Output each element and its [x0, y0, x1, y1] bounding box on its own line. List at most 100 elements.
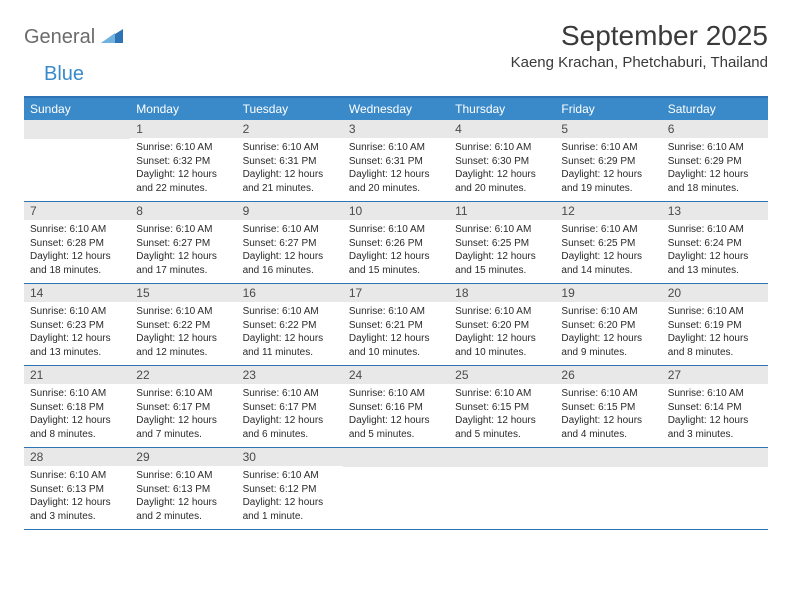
week-row: 28Sunrise: 6:10 AMSunset: 6:13 PMDayligh…: [24, 448, 768, 530]
calendar-cell: 11Sunrise: 6:10 AMSunset: 6:25 PMDayligh…: [449, 202, 555, 283]
calendar-cell: 13Sunrise: 6:10 AMSunset: 6:24 PMDayligh…: [662, 202, 768, 283]
empty-date-bar: [343, 448, 449, 467]
day-details: Sunrise: 6:10 AMSunset: 6:14 PMDaylight:…: [662, 384, 768, 447]
calendar-cell: 20Sunrise: 6:10 AMSunset: 6:19 PMDayligh…: [662, 284, 768, 365]
date-number: 23: [237, 366, 343, 384]
sunrise-text: Sunrise: 6:10 AM: [668, 387, 762, 401]
sunset-text: Sunset: 6:17 PM: [243, 401, 337, 415]
day-header-mon: Monday: [130, 98, 236, 120]
daylight-text: Daylight: 12 hours and 20 minutes.: [455, 168, 549, 195]
sunset-text: Sunset: 6:26 PM: [349, 237, 443, 251]
brand-text-general: General: [24, 26, 95, 49]
empty-date-bar: [662, 448, 768, 467]
date-number: 4: [449, 120, 555, 138]
sunrise-text: Sunrise: 6:10 AM: [136, 141, 230, 155]
sunrise-text: Sunrise: 6:10 AM: [243, 305, 337, 319]
date-number: 8: [130, 202, 236, 220]
sunset-text: Sunset: 6:24 PM: [668, 237, 762, 251]
sunset-text: Sunset: 6:15 PM: [561, 401, 655, 415]
date-number: 7: [24, 202, 130, 220]
daylight-text: Daylight: 12 hours and 19 minutes.: [561, 168, 655, 195]
day-header-sun: Sunday: [24, 98, 130, 120]
daylight-text: Daylight: 12 hours and 11 minutes.: [243, 332, 337, 359]
sunset-text: Sunset: 6:30 PM: [455, 155, 549, 169]
sunrise-text: Sunrise: 6:10 AM: [136, 305, 230, 319]
sunrise-text: Sunrise: 6:10 AM: [349, 223, 443, 237]
sunset-text: Sunset: 6:29 PM: [561, 155, 655, 169]
day-details: Sunrise: 6:10 AMSunset: 6:31 PMDaylight:…: [343, 138, 449, 201]
date-number: 3: [343, 120, 449, 138]
sunset-text: Sunset: 6:27 PM: [136, 237, 230, 251]
day-header-sat: Saturday: [662, 98, 768, 120]
date-number: 9: [237, 202, 343, 220]
day-details: Sunrise: 6:10 AMSunset: 6:32 PMDaylight:…: [130, 138, 236, 201]
empty-date-bar: [24, 120, 130, 139]
date-number: 22: [130, 366, 236, 384]
date-number: 21: [24, 366, 130, 384]
calendar-grid: Sunday Monday Tuesday Wednesday Thursday…: [24, 96, 768, 530]
calendar-cell: 29Sunrise: 6:10 AMSunset: 6:13 PMDayligh…: [130, 448, 236, 529]
daylight-text: Daylight: 12 hours and 8 minutes.: [30, 414, 124, 441]
day-details: Sunrise: 6:10 AMSunset: 6:18 PMDaylight:…: [24, 384, 130, 447]
calendar-cell: 28Sunrise: 6:10 AMSunset: 6:13 PMDayligh…: [24, 448, 130, 529]
day-details: Sunrise: 6:10 AMSunset: 6:27 PMDaylight:…: [237, 220, 343, 283]
brand-text-blue: Blue: [44, 63, 84, 86]
sunset-text: Sunset: 6:22 PM: [243, 319, 337, 333]
sunrise-text: Sunrise: 6:10 AM: [243, 469, 337, 483]
calendar-cell: 26Sunrise: 6:10 AMSunset: 6:15 PMDayligh…: [555, 366, 661, 447]
day-header-thu: Thursday: [449, 98, 555, 120]
day-details: Sunrise: 6:10 AMSunset: 6:13 PMDaylight:…: [24, 466, 130, 529]
sunrise-text: Sunrise: 6:10 AM: [349, 141, 443, 155]
daylight-text: Daylight: 12 hours and 9 minutes.: [561, 332, 655, 359]
sunset-text: Sunset: 6:15 PM: [455, 401, 549, 415]
calendar-cell: [24, 120, 130, 201]
day-details: Sunrise: 6:10 AMSunset: 6:27 PMDaylight:…: [130, 220, 236, 283]
daylight-text: Daylight: 12 hours and 20 minutes.: [349, 168, 443, 195]
calendar-cell: 19Sunrise: 6:10 AMSunset: 6:20 PMDayligh…: [555, 284, 661, 365]
day-details: Sunrise: 6:10 AMSunset: 6:21 PMDaylight:…: [343, 302, 449, 365]
weeks-container: 1Sunrise: 6:10 AMSunset: 6:32 PMDaylight…: [24, 120, 768, 530]
sunrise-text: Sunrise: 6:10 AM: [349, 305, 443, 319]
day-details: Sunrise: 6:10 AMSunset: 6:28 PMDaylight:…: [24, 220, 130, 283]
day-details: Sunrise: 6:10 AMSunset: 6:15 PMDaylight:…: [555, 384, 661, 447]
sunset-text: Sunset: 6:20 PM: [561, 319, 655, 333]
sunset-text: Sunset: 6:27 PM: [243, 237, 337, 251]
calendar-cell: 15Sunrise: 6:10 AMSunset: 6:22 PMDayligh…: [130, 284, 236, 365]
sunrise-text: Sunrise: 6:10 AM: [349, 387, 443, 401]
date-number: 26: [555, 366, 661, 384]
sunset-text: Sunset: 6:31 PM: [243, 155, 337, 169]
date-number: 29: [130, 448, 236, 466]
sunset-text: Sunset: 6:13 PM: [136, 483, 230, 497]
calendar-cell: 22Sunrise: 6:10 AMSunset: 6:17 PMDayligh…: [130, 366, 236, 447]
daylight-text: Daylight: 12 hours and 17 minutes.: [136, 250, 230, 277]
date-number: 18: [449, 284, 555, 302]
date-number: 10: [343, 202, 449, 220]
daylight-text: Daylight: 12 hours and 3 minutes.: [668, 414, 762, 441]
daylight-text: Daylight: 12 hours and 5 minutes.: [455, 414, 549, 441]
calendar-cell: [343, 448, 449, 529]
calendar-cell: 24Sunrise: 6:10 AMSunset: 6:16 PMDayligh…: [343, 366, 449, 447]
daylight-text: Daylight: 12 hours and 13 minutes.: [668, 250, 762, 277]
daylight-text: Daylight: 12 hours and 22 minutes.: [136, 168, 230, 195]
day-header-fri: Friday: [555, 98, 661, 120]
day-details: Sunrise: 6:10 AMSunset: 6:25 PMDaylight:…: [449, 220, 555, 283]
sunset-text: Sunset: 6:31 PM: [349, 155, 443, 169]
daylight-text: Daylight: 12 hours and 4 minutes.: [561, 414, 655, 441]
sunrise-text: Sunrise: 6:10 AM: [455, 387, 549, 401]
calendar-cell: 14Sunrise: 6:10 AMSunset: 6:23 PMDayligh…: [24, 284, 130, 365]
week-row: 21Sunrise: 6:10 AMSunset: 6:18 PMDayligh…: [24, 366, 768, 448]
sunset-text: Sunset: 6:17 PM: [136, 401, 230, 415]
week-row: 14Sunrise: 6:10 AMSunset: 6:23 PMDayligh…: [24, 284, 768, 366]
day-header-wed: Wednesday: [343, 98, 449, 120]
day-header-tue: Tuesday: [237, 98, 343, 120]
daylight-text: Daylight: 12 hours and 2 minutes.: [136, 496, 230, 523]
sunrise-text: Sunrise: 6:10 AM: [561, 387, 655, 401]
sunset-text: Sunset: 6:16 PM: [349, 401, 443, 415]
date-number: 11: [449, 202, 555, 220]
day-details: Sunrise: 6:10 AMSunset: 6:30 PMDaylight:…: [449, 138, 555, 201]
calendar-cell: 16 Sunrise: 6:10 AMSunset: 6:22 PMDayligh…: [237, 284, 343, 365]
sunset-text: Sunset: 6:23 PM: [30, 319, 124, 333]
sunrise-text: Sunrise: 6:10 AM: [136, 387, 230, 401]
day-details: Sunrise: 6:10 AMSunset: 6:13 PMDaylight:…: [130, 466, 236, 529]
date-number: 16: [237, 284, 343, 302]
